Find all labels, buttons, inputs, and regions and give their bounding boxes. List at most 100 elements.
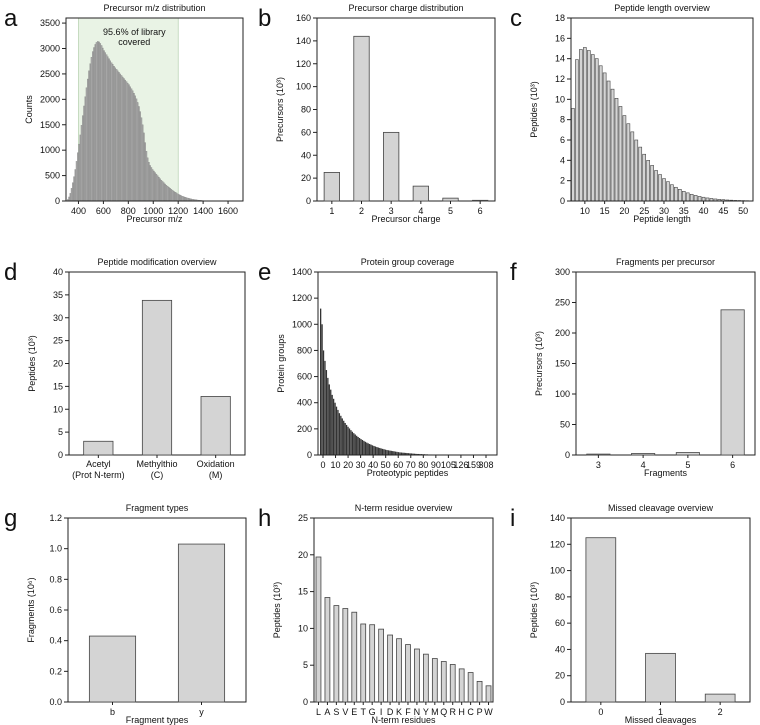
- x-tick-label: 1400: [193, 206, 213, 216]
- bar: [373, 445, 375, 455]
- bar: [654, 170, 658, 202]
- bar: [376, 447, 378, 455]
- bar: [68, 196, 70, 202]
- bar: [392, 451, 394, 455]
- bar: [630, 131, 635, 202]
- x-tick-label: C: [467, 707, 474, 717]
- bar: [645, 652, 676, 703]
- panel-f: 0 50 100 150 200 250 300 Fragments per precurso…: [510, 257, 756, 478]
- bar: [171, 190, 174, 202]
- y-tick-label: 100: [550, 566, 565, 576]
- bar: [160, 180, 163, 202]
- bar: [166, 186, 169, 202]
- panel-c: 0 2 4 6 8 10 12 14 16 18 Peptide length overview Pe…: [510, 3, 754, 224]
- panel-letter: g: [4, 505, 17, 532]
- bar: [337, 409, 339, 455]
- bar: [133, 93, 135, 202]
- bar: [151, 169, 154, 202]
- bar: [104, 52, 107, 202]
- bar: [161, 181, 164, 202]
- x-tick-label: 90: [431, 460, 441, 470]
- y-tick-label: 0.8: [49, 574, 62, 584]
- bar: [74, 169, 77, 202]
- x-tick-label: (Prot N-term): [72, 470, 125, 480]
- bar: [146, 157, 149, 202]
- bar: [579, 49, 583, 202]
- bar: [345, 424, 348, 455]
- bar: [431, 658, 438, 703]
- plot-frame: [317, 271, 498, 456]
- y-axis-label: Peptides (10³): [272, 582, 282, 639]
- panel-letter: c: [510, 5, 522, 32]
- bar: [467, 672, 474, 703]
- x-tick-label: 0: [320, 460, 325, 470]
- y-axis-label: Counts: [24, 95, 34, 124]
- x-tick-label: 45: [718, 206, 728, 216]
- bar: [343, 420, 345, 455]
- y-tick-label: 0.6: [49, 605, 62, 615]
- bar: [181, 196, 184, 202]
- x-tick-label: 3: [389, 206, 394, 216]
- x-axis-label: Precursor m/z: [126, 214, 183, 224]
- y-tick-label: 18: [555, 13, 565, 23]
- bar: [674, 186, 678, 202]
- x-tick-label: 20: [619, 206, 629, 216]
- y-tick-label: 0: [55, 196, 60, 206]
- bar: [82, 115, 84, 202]
- bar: [720, 309, 745, 456]
- bar: [83, 440, 114, 456]
- x-tick-label: R: [449, 707, 456, 717]
- chart-title: Protein group coverage: [361, 257, 455, 267]
- x-tick-label: 10: [580, 206, 590, 216]
- bar: [334, 402, 336, 455]
- bar: [109, 60, 111, 202]
- bar: [415, 453, 417, 455]
- x-tick-label: 5: [448, 206, 453, 216]
- panel-letter: a: [4, 5, 18, 32]
- y-axis-label: Precursors (10³): [275, 77, 285, 142]
- x-tick-label: 308: [478, 460, 493, 470]
- bar: [324, 597, 331, 703]
- y-tick-label: 0.4: [49, 636, 62, 646]
- x-tick-label: V: [342, 707, 348, 717]
- bar: [165, 185, 168, 202]
- bar: [156, 175, 159, 202]
- bar: [646, 160, 650, 202]
- bar: [476, 680, 483, 703]
- bar: [410, 453, 413, 455]
- bar: [393, 451, 395, 455]
- y-tick-label: 80: [555, 592, 565, 602]
- y-tick-label: 1200: [292, 293, 312, 303]
- y-tick-label: 16: [555, 33, 565, 43]
- bar: [341, 418, 343, 455]
- chart-title: Peptide length overview: [614, 3, 710, 13]
- x-tick-label: 3: [596, 460, 601, 470]
- bar: [85, 87, 88, 202]
- bar: [168, 187, 170, 202]
- bar: [79, 134, 82, 202]
- bar: [113, 66, 115, 202]
- x-tick-label: 1200: [168, 206, 188, 216]
- y-tick-label: 0: [306, 196, 311, 206]
- y-tick-label: 40: [53, 267, 63, 277]
- y-tick-label: 3000: [40, 44, 60, 54]
- y-tick-label: 150: [555, 359, 570, 369]
- bar: [414, 648, 420, 703]
- bar: [121, 76, 124, 202]
- y-axis-label: Peptides (10³): [529, 582, 539, 639]
- bar: [407, 453, 410, 455]
- bar: [175, 192, 178, 202]
- x-tick-label: A: [324, 707, 330, 717]
- bar: [351, 611, 358, 703]
- bar: [88, 70, 90, 202]
- y-tick-label: 15: [298, 587, 308, 597]
- x-tick-label: 400: [71, 206, 86, 216]
- panel-letter: d: [4, 259, 17, 286]
- bar: [662, 178, 666, 202]
- bar: [333, 605, 340, 703]
- y-tick-label: 200: [297, 424, 312, 434]
- y-tick-label: 25: [298, 513, 308, 523]
- y-axis-label: Peptides (10³): [529, 81, 539, 138]
